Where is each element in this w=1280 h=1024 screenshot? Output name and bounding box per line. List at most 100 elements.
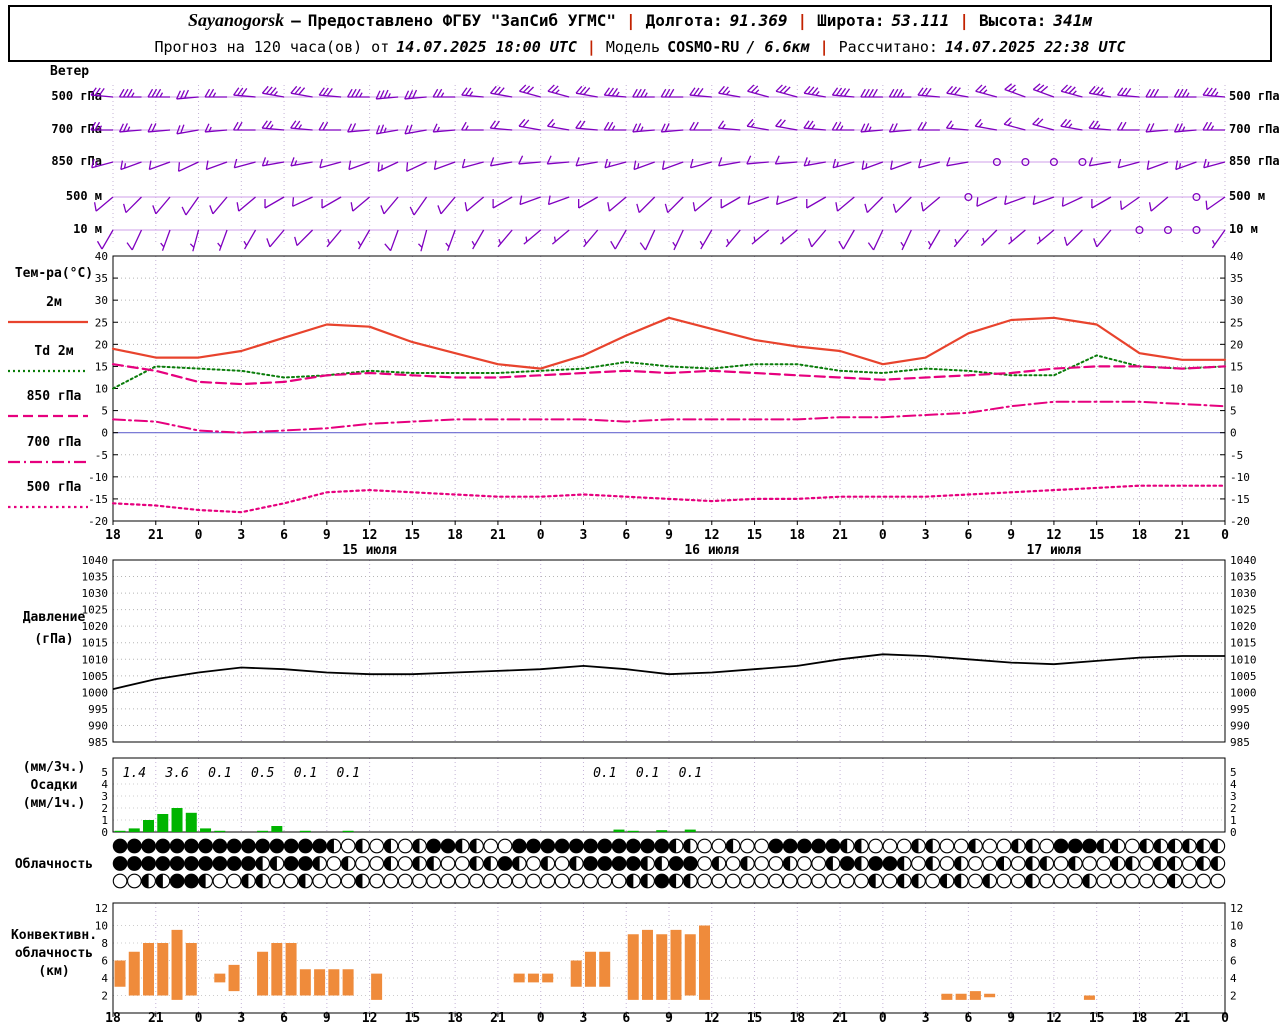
svg-text:1005: 1005: [1230, 670, 1257, 683]
svg-text:9: 9: [1007, 528, 1015, 543]
svg-text:15: 15: [95, 360, 108, 373]
separator: |: [625, 10, 636, 30]
svg-text:1040: 1040: [82, 554, 109, 567]
svg-text:18: 18: [105, 1011, 121, 1024]
svg-text:1025: 1025: [1230, 604, 1257, 617]
svg-text:10: 10: [95, 920, 108, 933]
svg-text:995: 995: [1230, 703, 1250, 716]
svg-text:15: 15: [405, 1011, 421, 1024]
svg-text:12: 12: [362, 1011, 378, 1024]
svg-text:0.1: 0.1: [679, 766, 702, 781]
svg-text:6: 6: [622, 528, 630, 543]
station-name: Sayanogorsk: [188, 9, 285, 30]
svg-text:1.4: 1.4: [123, 766, 146, 781]
svg-text:0.5: 0.5: [251, 766, 275, 781]
svg-text:25: 25: [1230, 316, 1243, 329]
cloud-panel-title: Облачность: [14, 857, 94, 872]
svg-text:40: 40: [95, 250, 108, 263]
svg-text:0: 0: [1221, 528, 1229, 543]
svg-text:2: 2: [101, 802, 108, 815]
svg-text:6: 6: [280, 528, 288, 543]
svg-text:6: 6: [964, 528, 972, 543]
conv-panel-title-1: Конвективн.: [10, 928, 98, 943]
svg-text:-15: -15: [88, 493, 108, 506]
svg-text:0: 0: [1221, 1011, 1229, 1024]
svg-text:4: 4: [1230, 778, 1237, 791]
temp-panel-title: Тем-ра(°C): [14, 266, 94, 281]
wind-level-label-850hpa-right: 850 гПа: [1229, 154, 1280, 168]
svg-text:2: 2: [101, 990, 108, 1003]
svg-text:20: 20: [95, 338, 108, 351]
wind-level-label-500m-left: 500 м: [65, 189, 102, 203]
svg-text:8: 8: [1230, 937, 1237, 950]
svg-text:5: 5: [1230, 766, 1237, 779]
separator: |: [819, 37, 829, 56]
svg-text:15: 15: [405, 528, 421, 543]
svg-text:6: 6: [1230, 955, 1237, 968]
svg-text:35: 35: [1230, 272, 1243, 285]
svg-text:-10: -10: [88, 471, 108, 484]
svg-text:6: 6: [101, 955, 108, 968]
svg-text:15: 15: [747, 1011, 763, 1024]
model-resolution: / 6.6км: [746, 37, 810, 56]
wind-level-label-10m-left: 10 м: [73, 222, 102, 236]
svg-text:1015: 1015: [82, 637, 109, 650]
svg-text:18: 18: [447, 1011, 463, 1024]
conv-panel-units: (км): [38, 964, 70, 979]
svg-text:21: 21: [490, 1011, 506, 1024]
svg-text:-10: -10: [1230, 471, 1250, 484]
model-name: COSMO-RU: [667, 37, 740, 56]
svg-text:12: 12: [1230, 902, 1243, 915]
svg-text:3: 3: [237, 1011, 245, 1024]
svg-text:18: 18: [1132, 528, 1148, 543]
svg-text:21: 21: [832, 1011, 848, 1024]
temp-legend-2m-label: 2м: [46, 295, 62, 310]
svg-text:12: 12: [704, 528, 720, 543]
longitude-value: 91.369: [729, 10, 788, 30]
forecast-time: 14.07.2025 18:00 UTC: [396, 37, 577, 56]
conv-panel-title-2: облачность: [14, 946, 94, 961]
precip-1h-units-label: (мм/1ч.): [22, 796, 86, 811]
svg-text:1000: 1000: [82, 686, 109, 699]
svg-text:1035: 1035: [1230, 571, 1257, 584]
svg-text:3: 3: [922, 1011, 930, 1024]
svg-text:12: 12: [95, 902, 108, 915]
precipitation-panel: 1.4 3.6 0.1 0.5 0.1 0.1 0.1 0.1 0.1: [112, 757, 1226, 833]
precip-3h-units-label: (мм/3ч.): [22, 760, 86, 775]
separator: |: [797, 10, 808, 30]
wind-panel-title: Ветер: [50, 64, 90, 79]
svg-text:35: 35: [95, 272, 108, 285]
svg-text:-15: -15: [1230, 493, 1250, 506]
svg-text:985: 985: [1230, 736, 1250, 749]
svg-text:0: 0: [195, 528, 203, 543]
svg-text:3: 3: [580, 528, 588, 543]
svg-text:5: 5: [101, 405, 108, 418]
svg-text:40: 40: [1230, 250, 1243, 263]
svg-text:1035: 1035: [82, 571, 109, 584]
svg-text:0: 0: [537, 528, 545, 543]
svg-text:9: 9: [665, 528, 673, 543]
separator: |: [586, 37, 596, 56]
svg-text:1020: 1020: [82, 620, 109, 633]
wind-level-label-700hpa-right: 700 гПа: [1229, 122, 1280, 136]
temp-legend-500hpa-label: 500 гПа: [26, 480, 82, 495]
svg-text:4: 4: [1230, 972, 1237, 985]
svg-text:12: 12: [362, 528, 378, 543]
svg-text:0.1: 0.1: [208, 766, 231, 781]
svg-text:-5: -5: [1230, 449, 1243, 462]
model-label: Модель: [605, 37, 661, 56]
svg-text:1015: 1015: [1230, 637, 1257, 650]
svg-text:3.6: 3.6: [164, 766, 189, 781]
svg-text:6: 6: [622, 1011, 630, 1024]
svg-text:8: 8: [101, 937, 108, 950]
svg-text:10: 10: [1230, 920, 1243, 933]
svg-text:20: 20: [1230, 338, 1243, 351]
svg-text:-5: -5: [95, 449, 108, 462]
svg-text:18: 18: [1132, 1011, 1148, 1024]
temp-legend-td2m-label: Td 2м: [34, 344, 74, 359]
calc-time: 14.07.2025 22:38 UTC: [944, 37, 1126, 56]
latitude-label: Широта:: [817, 10, 885, 30]
svg-text:5: 5: [101, 766, 108, 779]
altitude-label: Высота:: [978, 10, 1047, 30]
svg-text:2: 2: [1230, 990, 1237, 1003]
